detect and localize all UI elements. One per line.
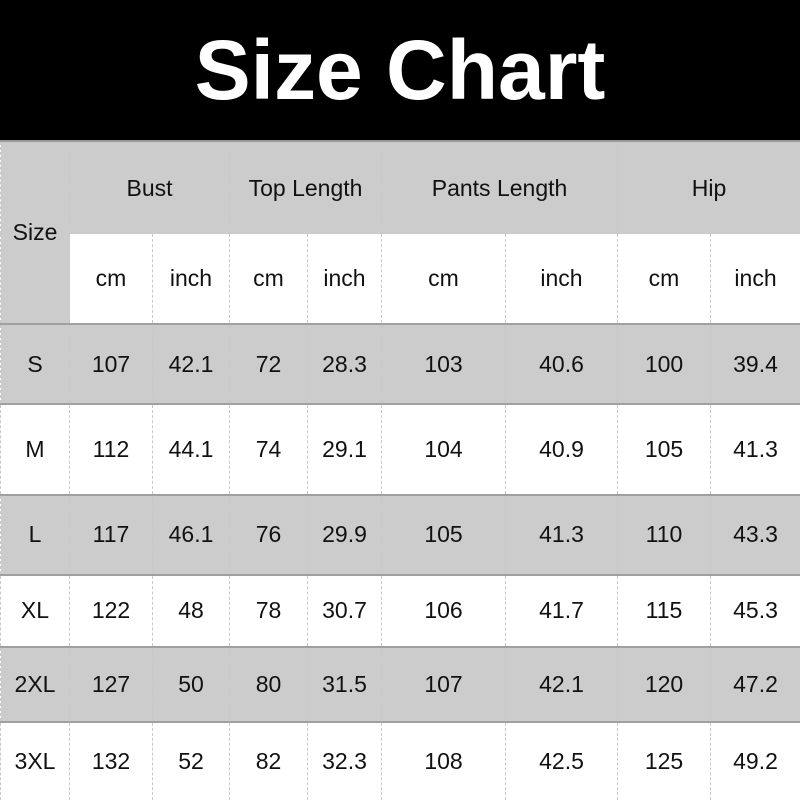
table-cell: 42.1 — [505, 646, 619, 722]
table-cell: 80 — [229, 646, 308, 722]
header-top-length: Top Length — [228, 141, 383, 235]
table-cell: 29.9 — [306, 494, 383, 575]
table-cell: 104 — [381, 404, 507, 495]
table-cell: 32.3 — [306, 721, 383, 800]
table-cell: 112 — [69, 404, 153, 495]
table-cell: 47.2 — [710, 646, 800, 722]
header-row-units: cm inch cm inch cm inch cm inch — [0, 234, 800, 325]
unit-header: inch — [152, 234, 230, 325]
unit-header: inch — [505, 234, 619, 325]
table-cell: 29.1 — [306, 404, 383, 495]
table-cell: 127 — [69, 646, 153, 722]
table-cell: 40.9 — [505, 404, 619, 495]
table-row: 3XL 132 52 82 32.3 108 42.5 125 49.2 — [0, 721, 800, 800]
table-cell: 74 — [229, 404, 308, 495]
table-cell: 103 — [381, 324, 507, 405]
table-cell: 41.3 — [710, 404, 800, 495]
unit-header: cm — [229, 234, 308, 325]
unit-header: cm — [69, 234, 153, 325]
table-cell: 45.3 — [710, 574, 800, 647]
table-cell: 115 — [617, 574, 712, 647]
table-cell: 43.3 — [710, 494, 800, 575]
table-row: S 107 42.1 72 28.3 103 40.6 100 39.4 — [0, 324, 800, 405]
table-cell: 120 — [617, 646, 712, 722]
page-title: Size Chart — [0, 0, 800, 140]
table-cell: 122 — [69, 574, 153, 647]
table-row: M 112 44.1 74 29.1 104 40.9 105 41.3 — [0, 404, 800, 495]
table-cell: 44.1 — [152, 404, 230, 495]
size-label: L — [0, 494, 70, 575]
table-cell: 39.4 — [710, 324, 800, 405]
size-label: M — [0, 404, 70, 495]
table-cell: 42.5 — [505, 721, 619, 800]
table-row: 2XL 127 50 80 31.5 107 42.1 120 47.2 — [0, 646, 800, 722]
unit-header: cm — [381, 234, 507, 325]
table-cell: 107 — [69, 324, 153, 405]
table-cell: 106 — [381, 574, 507, 647]
table-cell: 28.3 — [306, 324, 383, 405]
table-cell: 125 — [617, 721, 712, 800]
table-cell: 82 — [229, 721, 308, 800]
table-cell: 117 — [69, 494, 153, 575]
size-label: S — [0, 324, 70, 405]
header-hip: Hip — [617, 141, 800, 235]
table-cell: 30.7 — [306, 574, 383, 647]
table-cell: 110 — [617, 494, 712, 575]
table-cell: 132 — [69, 721, 153, 800]
header-pants-length: Pants Length — [381, 141, 619, 235]
table-cell: 72 — [229, 324, 308, 405]
header-size: Size — [0, 141, 70, 325]
table-row: XL 122 48 78 30.7 106 41.7 115 45.3 — [0, 574, 800, 647]
unit-header: inch — [710, 234, 800, 325]
unit-header: inch — [306, 234, 383, 325]
size-label: 2XL — [0, 646, 70, 722]
table-cell: 48 — [152, 574, 230, 647]
table-cell: 52 — [152, 721, 230, 800]
table-cell: 108 — [381, 721, 507, 800]
table-cell: 78 — [229, 574, 308, 647]
table-cell: 49.2 — [710, 721, 800, 800]
header-row-groups: Size Bust Top Length Pants Length Hip — [0, 141, 800, 325]
table-cell: 31.5 — [306, 646, 383, 722]
size-chart-table: Size Bust Top Length Pants Length Hip cm… — [0, 140, 800, 800]
table-cell: 40.6 — [505, 324, 619, 405]
table-cell: 107 — [381, 646, 507, 722]
table-cell: 105 — [617, 404, 712, 495]
header-bust: Bust — [69, 141, 230, 235]
table-cell: 50 — [152, 646, 230, 722]
table-cell: 46.1 — [152, 494, 230, 575]
size-label: XL — [0, 574, 70, 647]
table-cell: 105 — [381, 494, 507, 575]
table-cell: 76 — [229, 494, 308, 575]
table-row: L 117 46.1 76 29.9 105 41.3 110 43.3 — [0, 494, 800, 575]
unit-header: cm — [617, 234, 712, 325]
table-cell: 100 — [617, 324, 712, 405]
table-cell: 41.7 — [505, 574, 619, 647]
table-cell: 41.3 — [505, 494, 619, 575]
table-cell: 42.1 — [152, 324, 230, 405]
size-label: 3XL — [0, 721, 70, 800]
